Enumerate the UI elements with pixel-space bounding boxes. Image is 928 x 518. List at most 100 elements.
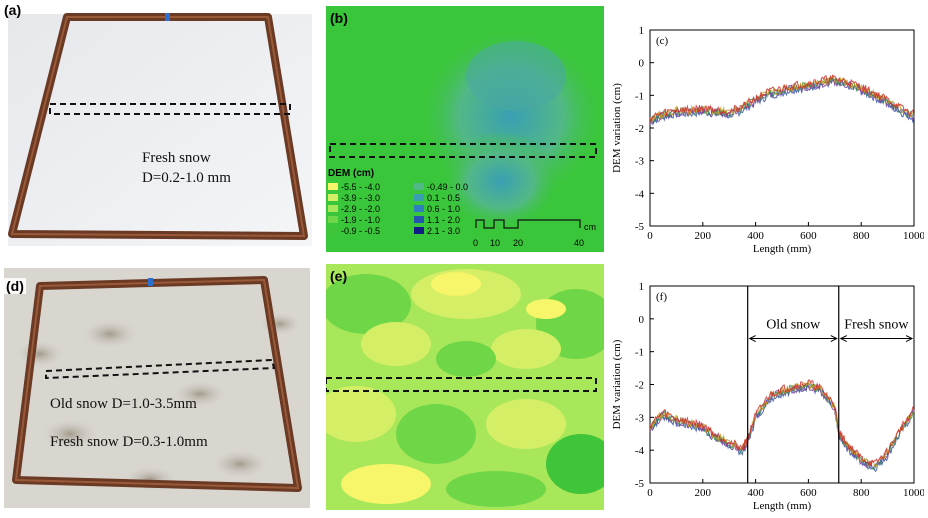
x-tick-label: 600 [800, 230, 817, 242]
annotation-old-snow: Old snow [766, 318, 821, 333]
legend-swatch [328, 194, 338, 201]
legend-range-label: -0.9 - -0.5 [341, 225, 381, 236]
x-tick-label: 800 [853, 487, 870, 499]
y-tick-label: 1 [639, 25, 645, 37]
panel-b-label: (b) [330, 10, 348, 26]
y-tick-label: -1 [635, 90, 644, 102]
legend-range-label: -2.9 - -2.0 [341, 203, 381, 214]
series-line [649, 76, 915, 126]
panel-a-label: (a) [4, 2, 22, 18]
y-axis-label: DEM variation (cm) [611, 339, 623, 429]
legend-swatch [328, 216, 338, 223]
panel-b-dem-map: (b) DEM (cm) -5.5 - -4.0 -3.9 - -3.0 -2.9 … [326, 6, 606, 252]
legend-swatch [414, 183, 424, 190]
legend-range-label: 0.6 - 1.0 [427, 203, 461, 214]
frame-photo-d [4, 268, 310, 508]
dem-legend-item: 0.6 - 1.0 [414, 203, 496, 214]
legend-range-label: -1.9 - -1.0 [341, 214, 381, 225]
legend-range-label: 0.1 - 0.5 [427, 192, 461, 203]
scale-label-20: 20 [513, 238, 524, 248]
series-line [649, 78, 915, 126]
series-line [649, 383, 915, 473]
dem-legend-item: -5.5 - -4.0 [328, 181, 410, 192]
dem-map-e [316, 264, 616, 510]
legend-swatch [414, 216, 424, 223]
dem-legend-item: -2.9 - -2.0 [328, 203, 410, 214]
panel-d-label: (d) [4, 278, 26, 294]
dem-legend-item: 2.1 - 3.0 [414, 225, 496, 236]
x-tick-label: 200 [695, 487, 712, 499]
dem-legend-item: -3.9 - -3.0 [328, 192, 410, 203]
series-line [649, 383, 915, 470]
series-line [649, 76, 915, 124]
dem-legend-item: 1.1 - 2.0 [414, 214, 496, 225]
legend-range-label: 2.1 - 3.0 [427, 225, 461, 236]
plot-frame [649, 285, 915, 484]
dem-legend-item: -0.49 - 0.0 [414, 181, 496, 192]
x-tick-label: 400 [747, 487, 764, 499]
scale-label-40: 40 [574, 238, 585, 248]
legend-swatch [328, 205, 338, 212]
y-tick-label: -4 [635, 445, 645, 457]
panel-f-chart: 0 200 400 600 800 1000 -5 -4 -3 -2 -1 0 1 Length (mm)… [604, 274, 926, 513]
x-tick-label: 1000 [903, 487, 924, 499]
y-tick-label: 0 [639, 58, 645, 70]
panel-label: (c) [656, 35, 669, 47]
dem-legend-item: -0.9 - -0.5 [328, 225, 410, 236]
x-tick-label: 0 [647, 487, 653, 499]
dem-legend-item: 0.1 - 0.5 [414, 192, 496, 203]
plot-frame [649, 29, 915, 227]
y-tick-label: -5 [635, 221, 645, 233]
photo-a-caption-line2: D=0.2-1.0 mm [142, 170, 231, 186]
x-tick-label: 0 [647, 230, 653, 242]
annotation-fresh-snow: Fresh snow [844, 318, 909, 333]
x-tick-label: 200 [695, 230, 712, 242]
y-tick-label: -3 [635, 412, 645, 424]
x-tick-label: 1000 [903, 230, 924, 242]
y-tick-label: -4 [635, 188, 645, 200]
legend-range-label: -3.9 - -3.0 [341, 192, 381, 203]
fresh-snow-arrow-head-left [839, 335, 847, 342]
legend-range-label: -0.49 - 0.0 [427, 181, 469, 192]
series-line [649, 74, 915, 124]
y-tick-label: 1 [639, 281, 645, 293]
dem-legend-item: -1.9 - -1.0 [328, 214, 410, 225]
dem-legend-title: DEM (cm) [328, 168, 375, 179]
dem-legend: DEM (cm) -5.5 - -4.0 -3.9 - -3.0 -2.9 - -2… [328, 168, 496, 236]
legend-swatch [328, 227, 338, 234]
x-axis-label: Length (mm) [753, 243, 812, 255]
scale-label-0: 0 [473, 238, 479, 248]
y-tick-label: -1 [635, 347, 644, 359]
y-tick-label: -3 [635, 156, 645, 168]
y-tick-label: 0 [639, 314, 645, 326]
frame-photo-a [8, 13, 312, 246]
y-tick-label: -5 [635, 478, 645, 490]
series-line [649, 379, 915, 467]
photo-a-caption-line1: Fresh snow [142, 150, 211, 166]
legend-swatch [414, 205, 424, 212]
legend-range-label: -5.5 - -4.0 [341, 181, 381, 192]
legend-swatch [414, 227, 424, 234]
old-snow-arrow-head-left [748, 335, 756, 342]
y-tick-label: -2 [635, 123, 644, 135]
panel-e-label: (e) [330, 268, 348, 284]
legend-swatch [328, 183, 338, 190]
fresh-snow-arrow-head-right [905, 335, 914, 342]
panel-c-chart: 0 200 400 600 800 1000 -5 -4 -3 -2 -1 0 1 Length (mm)… [604, 14, 926, 256]
dem-map-b [326, 6, 606, 252]
legend-range-label: 1.1 - 2.0 [427, 214, 461, 225]
series-line [649, 75, 915, 123]
chart-c-svg: 0 200 400 600 800 1000 -5 -4 -3 -2 -1 0 1 Length (mm)… [611, 25, 926, 255]
panel-label: (f) [656, 291, 667, 303]
x-axis-label: Length (mm) [753, 500, 812, 512]
panel-e-dem-map: (e) [316, 264, 616, 510]
photo-d-caption-line2: Fresh snow D=0.3-1.0mm [50, 434, 208, 450]
photo-d-caption-line1: Old snow D=1.0-3.5mm [50, 396, 197, 412]
y-tick-label: -2 [635, 380, 644, 392]
x-tick-label: 800 [853, 230, 870, 242]
panel-a-photo: (a) Fresh snow D=0.2-1.0 mm [0, 0, 314, 250]
y-axis-label: DEM variation (cm) [611, 83, 623, 173]
scale-unit: cm [584, 222, 596, 232]
old-snow-arrow-head-right [830, 335, 838, 342]
panel-d-photo: (d) Old snow D=1.0-3.5mm Fresh snow D=0.… [0, 264, 316, 513]
